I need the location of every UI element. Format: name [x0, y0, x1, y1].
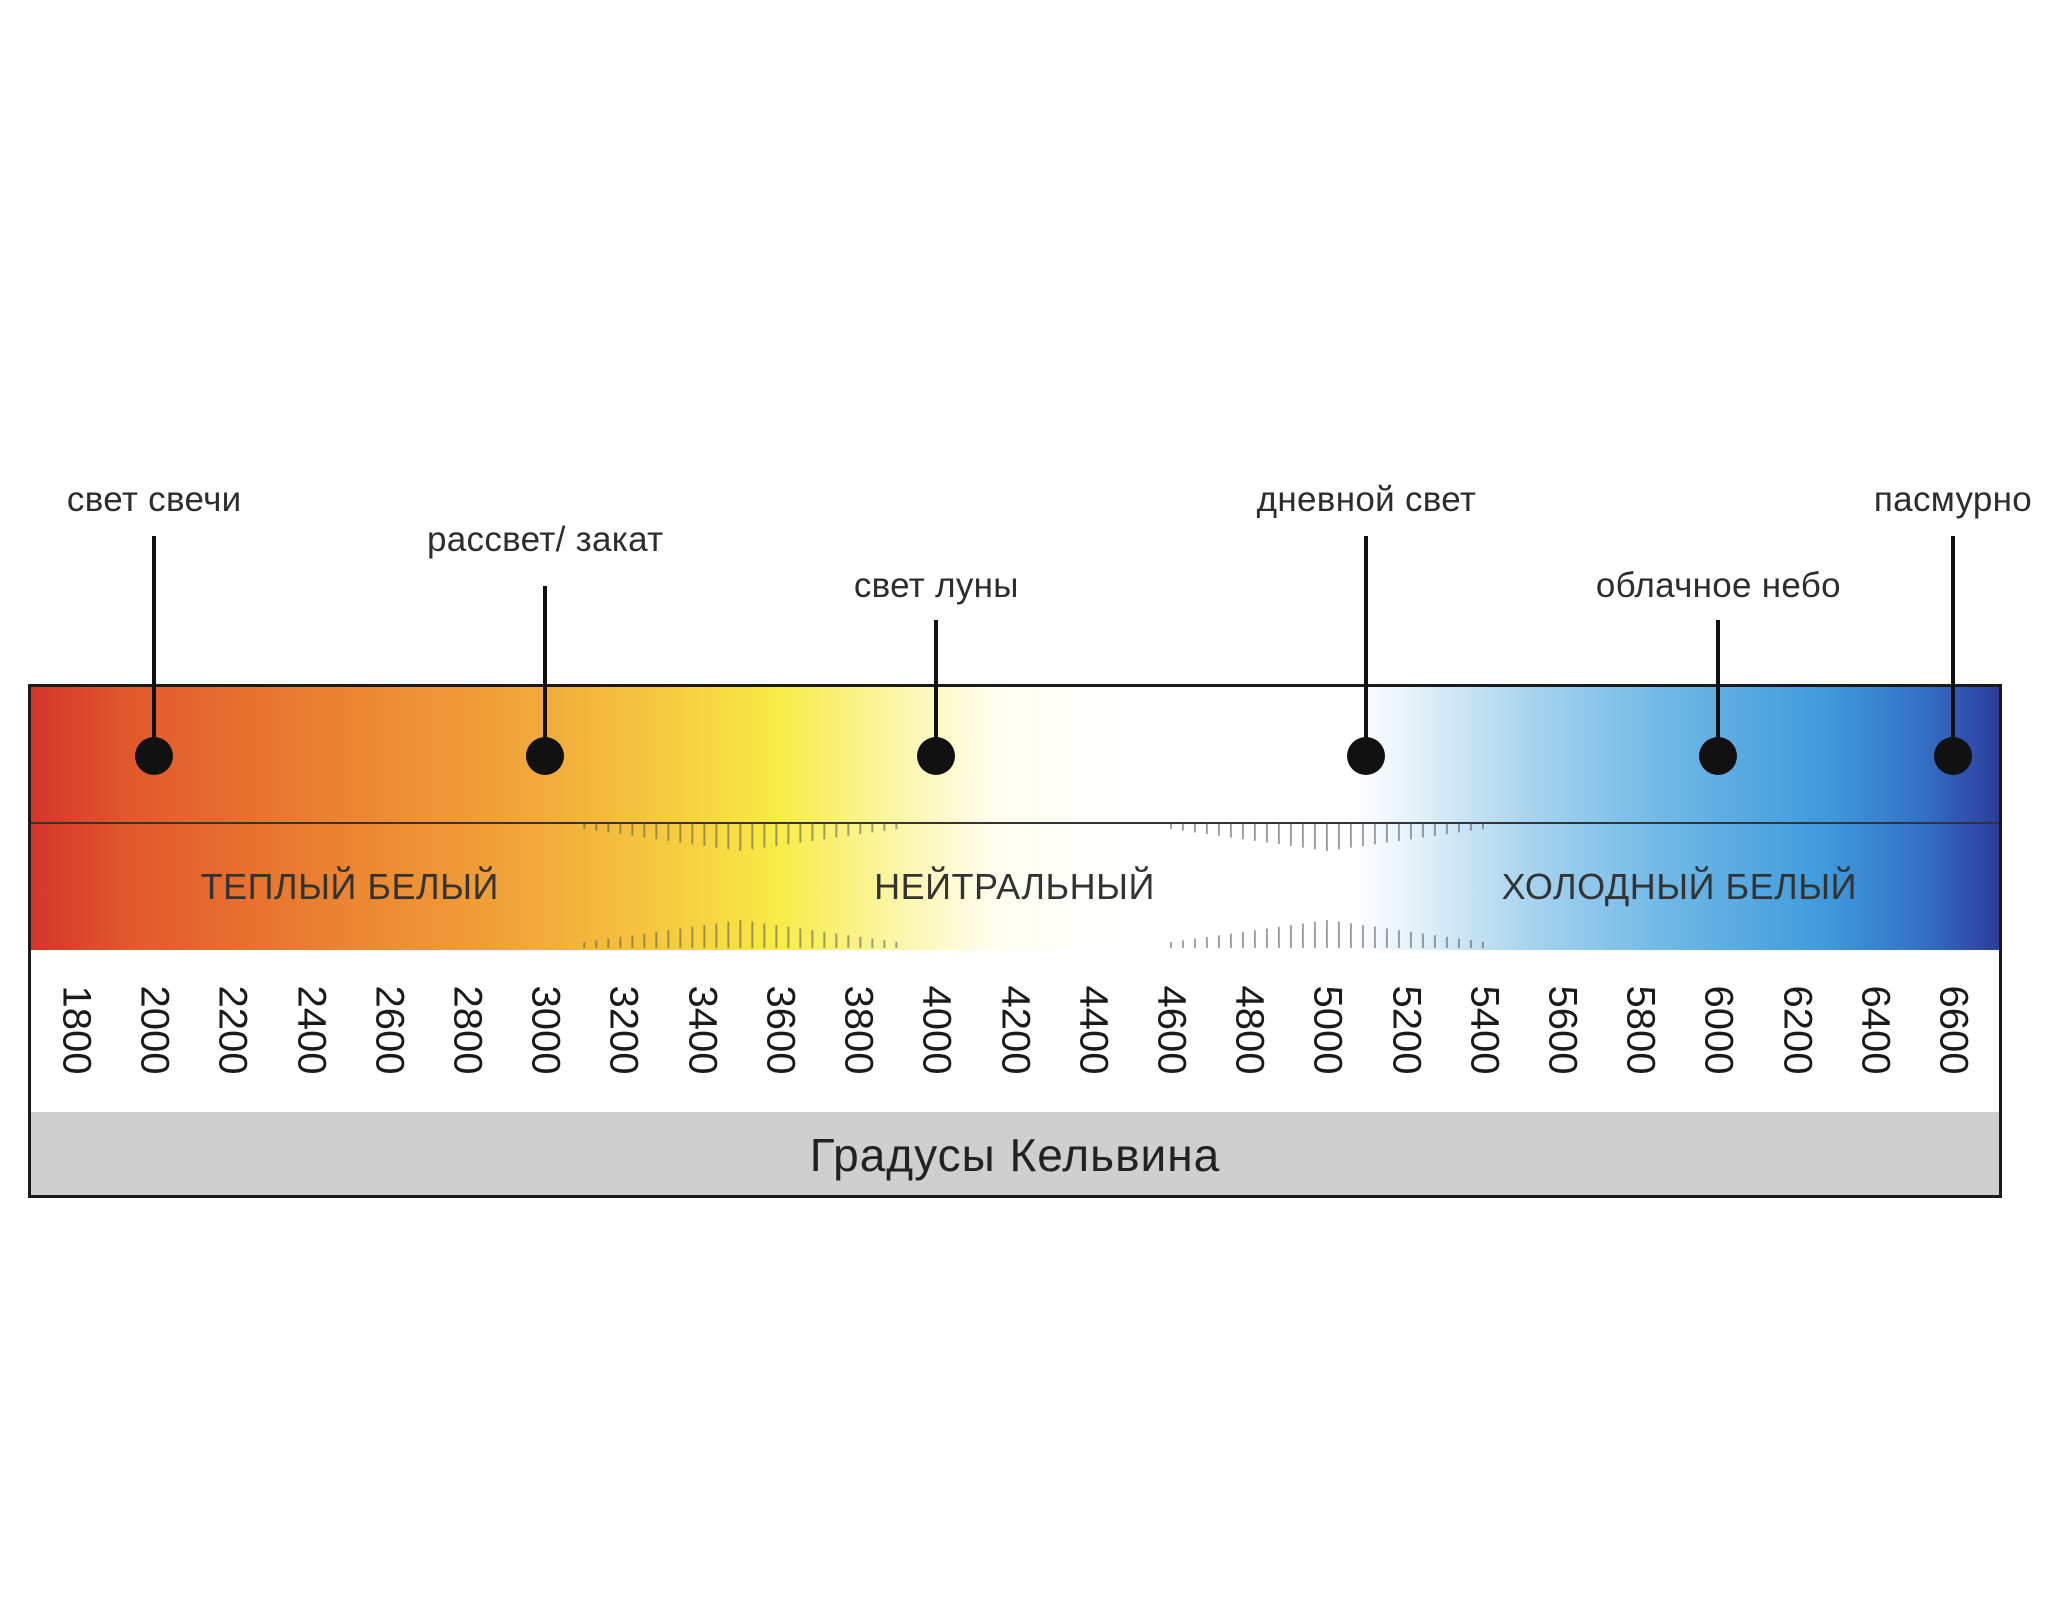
tick-label: 5800	[1618, 985, 1663, 1075]
tick-label: 5600	[1540, 985, 1585, 1075]
tick-label: 4800	[1227, 985, 1272, 1075]
tick-label: 4000	[914, 985, 959, 1075]
zone-label: ТЕПЛЫЙ БЕЛЫЙ	[200, 866, 499, 907]
tick-label: 2600	[367, 985, 412, 1075]
marker-label: дневной свет	[1256, 480, 1477, 519]
tick-label: 6000	[1696, 985, 1741, 1075]
marker-stem	[1716, 620, 1721, 756]
tick-label: 2000	[132, 985, 177, 1075]
color-gradient-bar	[28, 684, 2002, 950]
axis-title: Градусы Кельвина	[809, 1129, 1221, 1181]
tick-label: 5400	[1462, 985, 1507, 1075]
marker-dot	[135, 737, 174, 775]
tick-label: 5200	[1384, 985, 1429, 1075]
marker-stem	[1364, 536, 1369, 756]
marker-label: свет луны	[853, 566, 1019, 605]
marker-label: пасмурно	[1873, 480, 2033, 519]
tick-label: 6400	[1853, 985, 1898, 1075]
tick-label: 2200	[210, 985, 255, 1075]
tick-label: 6600	[1931, 985, 1976, 1075]
tick-label: 3400	[680, 985, 725, 1075]
tick-label: 3000	[523, 985, 568, 1075]
tick-label: 3800	[836, 985, 881, 1075]
marker-label: свет свечи	[66, 480, 242, 519]
axis-title-bar: Градусы Кельвина	[28, 1112, 2002, 1198]
marker-stem	[152, 536, 157, 756]
marker-dot	[1699, 737, 1738, 775]
marker-dot	[526, 737, 565, 775]
zone-label: ХОЛОДНЫЙ БЕЛЫЙ	[1501, 866, 1857, 907]
tick-label: 2800	[445, 985, 490, 1075]
tick-label: 6200	[1775, 985, 1820, 1075]
marker-stem	[543, 586, 548, 756]
marker-dot	[1934, 737, 1972, 775]
marker-dot	[1347, 737, 1386, 775]
zone-label: НЕЙТРАЛЬНЫЙ	[874, 866, 1155, 907]
tick-label: 4600	[1149, 985, 1194, 1075]
bar-divider-line	[28, 822, 2002, 824]
scale-row	[28, 950, 2002, 1112]
tick-label: 3200	[601, 985, 646, 1075]
tick-label: 2400	[289, 985, 334, 1075]
tick-label: 4400	[1071, 985, 1116, 1075]
tick-label: 3600	[758, 985, 803, 1075]
marker-label: облачное небо	[1595, 566, 1841, 605]
marker-label: рассвет/ закат	[427, 520, 664, 559]
tick-label: 4200	[993, 985, 1037, 1075]
tick-label: 5000	[1305, 985, 1350, 1075]
tick-label: 1800	[54, 985, 99, 1075]
marker-stem	[934, 620, 939, 756]
marker-dot	[917, 737, 956, 775]
marker-stem	[1951, 536, 1955, 756]
